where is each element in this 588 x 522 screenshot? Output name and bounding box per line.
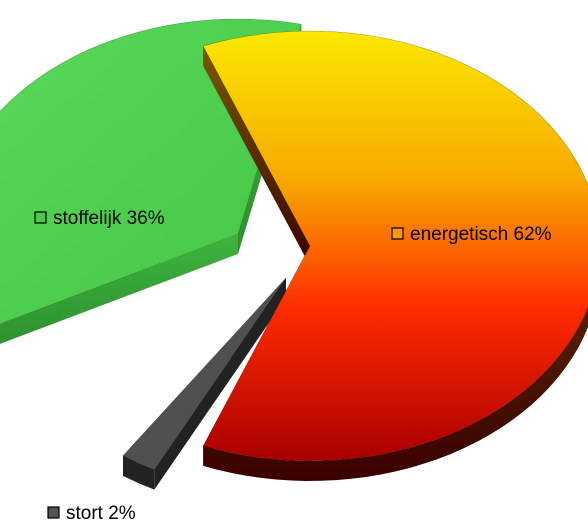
data-label-marker-energetisch <box>391 227 404 240</box>
slice-wall-stoffelijk-0 <box>0 234 238 344</box>
data-label-marker-stoffelijk <box>34 211 47 224</box>
slice-energetisch <box>202 30 588 462</box>
data-label-marker-stort <box>47 506 60 519</box>
slice-stort <box>122 277 287 470</box>
data-label-stoffelijk: stoffelijk 36% <box>53 208 165 229</box>
slice-wall-energetisch-0 <box>203 46 310 267</box>
data-label-stort: stort 2% <box>66 503 136 522</box>
data-label-energetisch: energetisch 62% <box>410 224 552 245</box>
